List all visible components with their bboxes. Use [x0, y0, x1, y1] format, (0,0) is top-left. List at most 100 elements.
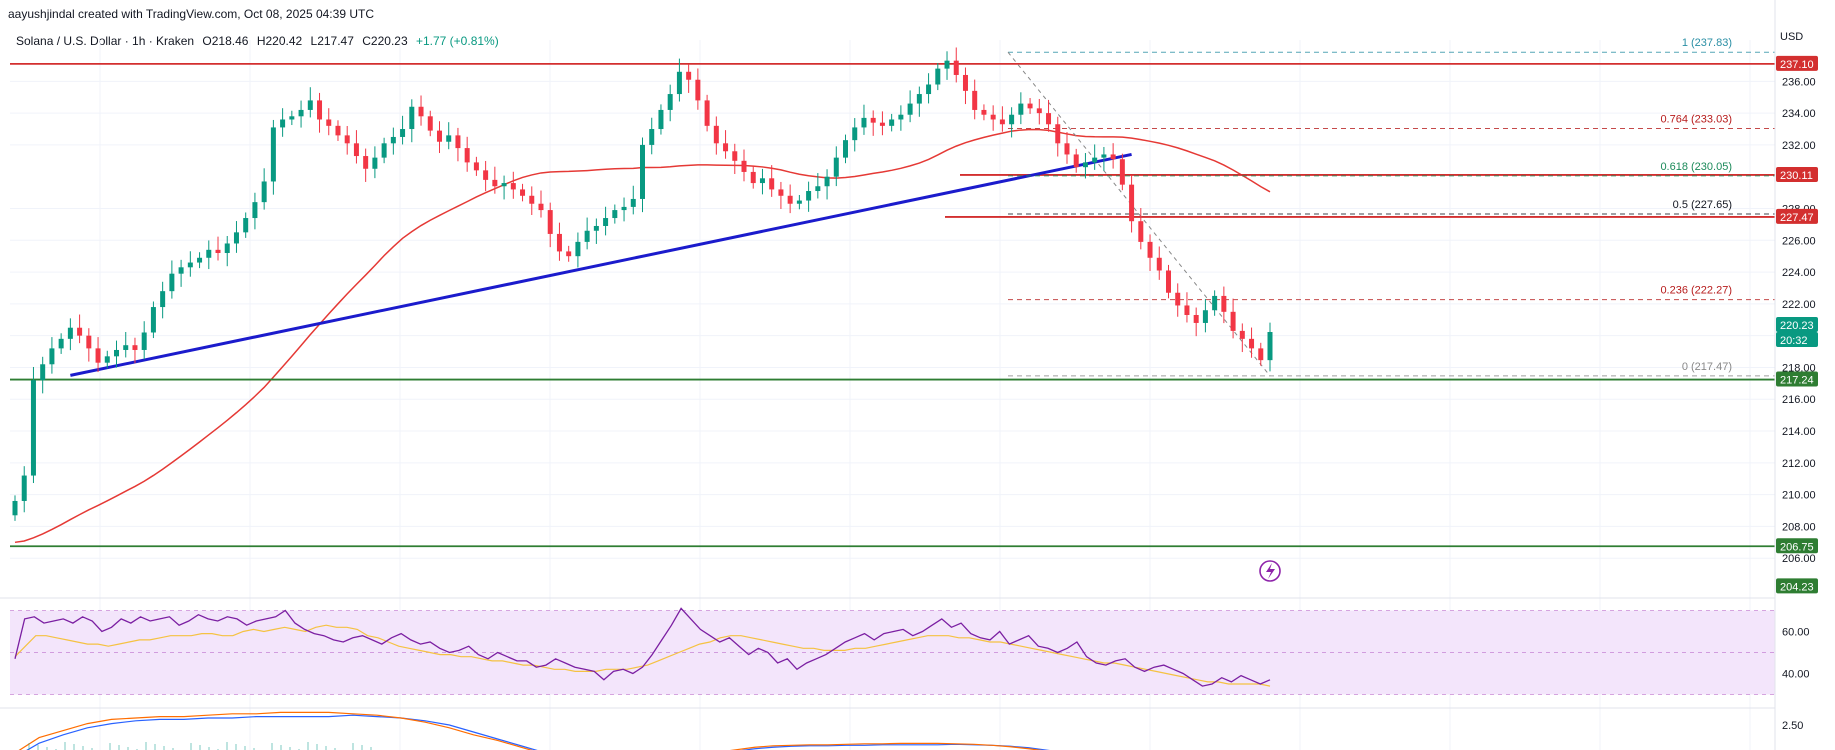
candle-body: [935, 68, 941, 85]
price-tick-label: 236.00: [1782, 76, 1816, 88]
fib-level-label: 1 (237.83): [1682, 37, 1732, 49]
candle-body: [326, 119, 332, 126]
price-tag-bg: [1776, 371, 1818, 387]
rsi-band: [10, 610, 1775, 695]
candle-body: [824, 176, 830, 187]
ohlc-low: L217.47: [310, 34, 354, 48]
candle-body: [852, 127, 858, 141]
price-tag-bg: [1776, 317, 1818, 333]
trendline[interactable]: [70, 152, 1132, 377]
fib-level-label: 0.764 (233.03): [1660, 114, 1732, 126]
price-tick-label: 208.00: [1782, 521, 1816, 533]
ohlc-open: O218.46: [202, 34, 249, 48]
candle-body: [889, 119, 895, 126]
ohlc-change: +1.77 (+0.81%): [415, 34, 499, 48]
candle-body: [141, 332, 147, 350]
candle-body: [1175, 292, 1181, 306]
candle-body: [787, 195, 793, 204]
candle-body: [713, 125, 719, 144]
candle-body: [455, 135, 461, 149]
candle-body: [723, 143, 729, 152]
candle-body: [317, 100, 323, 120]
candle-body: [575, 241, 581, 257]
candle-body: [732, 151, 738, 161]
price-tag-label: USD: [1780, 31, 1803, 43]
rsi-line: [14, 607, 1271, 687]
candle-body: [270, 127, 276, 182]
candle-body: [520, 189, 526, 196]
candle-body: [1138, 221, 1144, 242]
candle-body: [289, 116, 295, 120]
candle-body: [759, 178, 765, 184]
candle-body: [704, 100, 710, 126]
candle-body: [1258, 348, 1264, 361]
price-tick-label: 212.00: [1782, 458, 1816, 470]
candle-body: [962, 74, 968, 91]
candle-body: [999, 119, 1005, 125]
candle-body: [584, 230, 590, 242]
candle-body: [603, 218, 609, 226]
candle-body: [1267, 332, 1273, 361]
candle-body: [1249, 338, 1255, 349]
candle-body: [667, 94, 673, 110]
candle-body: [390, 136, 396, 144]
candle-body: [501, 183, 507, 187]
fib-level-label: 0.236 (222.27): [1660, 285, 1732, 297]
candle-body: [556, 233, 562, 252]
candle-body: [1230, 311, 1236, 331]
candle-body: [898, 114, 904, 120]
chart-credit: aayushjindal created with TradingView.co…: [8, 7, 374, 21]
candle-body: [492, 179, 498, 187]
fibonacci-retracement[interactable]: 1 (237.83) 0.764 (233.03) 0.618 (230.05) 0.…: [1007, 37, 1775, 377]
candle-body: [686, 71, 692, 80]
candle-body: [95, 348, 101, 363]
price-tag-label: 220.23: [1780, 320, 1814, 332]
price-tag-label: 237.10: [1780, 59, 1814, 71]
candle-body: [649, 129, 655, 145]
candle-body: [150, 307, 156, 333]
candle-body: [40, 364, 46, 381]
candle-body: [280, 119, 286, 128]
candle-body: [981, 109, 987, 115]
candle-body: [1009, 114, 1015, 125]
candle-body: [1101, 154, 1107, 158]
candle-body: [21, 475, 27, 501]
candle-body: [1036, 108, 1042, 114]
candle-body: [806, 191, 812, 201]
rsi-tick-label: 60.00: [1782, 627, 1810, 639]
price-tick-label: 234.00: [1782, 108, 1816, 120]
candle-body: [538, 203, 544, 211]
macd-line: [740, 743, 1050, 750]
candle-body: [243, 218, 249, 233]
candle-body: [1092, 157, 1098, 163]
candle-body: [630, 198, 636, 207]
candle-body: [510, 183, 516, 190]
candle-body: [298, 109, 304, 117]
candle-body: [261, 181, 267, 203]
candle-body: [400, 129, 406, 137]
bullish-trendline: [70, 152, 1132, 377]
candle-body: [1165, 270, 1171, 293]
candle-body: [907, 103, 913, 115]
candle-body: [335, 125, 341, 136]
candle-body: [86, 335, 92, 349]
price-tick-label: 214.00: [1782, 426, 1816, 438]
candle-body: [861, 117, 867, 128]
candle-body: [464, 148, 470, 163]
candle-body: [1082, 162, 1088, 168]
candle-body: [1212, 295, 1218, 311]
candle-body: [529, 195, 535, 204]
candle-body: [307, 100, 313, 110]
candle-body: [178, 267, 184, 274]
fib-level-label: 0.618 (230.05): [1660, 161, 1732, 173]
candle-body: [926, 84, 932, 95]
symbol-legend[interactable]: Solana / U.S. Dollar · 1h · Kraken O218.…: [16, 34, 504, 48]
candle-body: [123, 345, 129, 350]
lightning-icon[interactable]: [1259, 560, 1281, 582]
candle-body: [473, 162, 479, 171]
fib-level-label: 0 (217.47): [1682, 361, 1732, 373]
price-tag-label: 206.75: [1780, 541, 1814, 553]
price-tag-bg: [1776, 55, 1818, 71]
candle-body: [1129, 184, 1135, 222]
